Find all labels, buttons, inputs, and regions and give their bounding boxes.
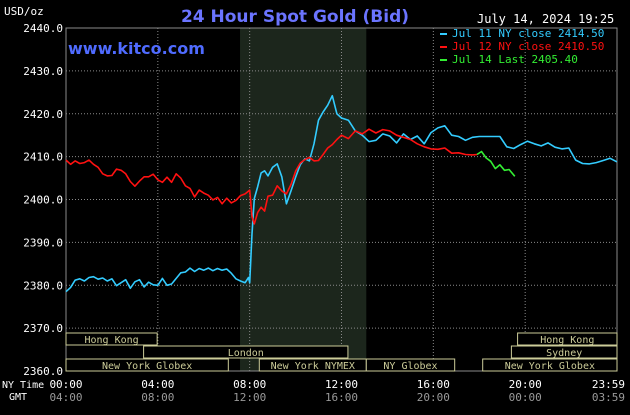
chart-title: 24 Hour Spot Gold (Bid) (181, 7, 409, 27)
x-tick-label-ny: 12:00 (325, 378, 358, 391)
x-tick-label-ny: 00:00 (49, 378, 82, 391)
y-tick-label: 2430.0 (23, 65, 63, 78)
x-tick-label-ny: 20:00 (509, 378, 542, 391)
market-band: Hong Kong (65, 332, 158, 346)
x-tick-label-ny: 08:00 (233, 378, 266, 391)
legend-entry: Jul 12 NY close 2410.50 (452, 40, 604, 53)
x-tick-label-gmt: 08:00 (141, 391, 174, 404)
x-tick-label-gmt: 00:00 (509, 391, 542, 404)
market-band-label: Hong Kong (84, 335, 138, 346)
series-line-2 (65, 128, 478, 225)
market-band-label: NY Globex (383, 361, 437, 372)
market-band: New York Globex (65, 358, 229, 372)
x-tick-label-gmt: 16:00 (325, 391, 358, 404)
y-tick-label: 2410.0 (23, 151, 63, 164)
y-tick-label: 2380.0 (23, 279, 63, 292)
market-band-box (517, 332, 618, 346)
x-tick-label-gmt: 03:59 (592, 391, 625, 404)
y-tick-label: 2370.0 (23, 322, 63, 335)
x-row-label-ny: NY Time (2, 380, 44, 391)
market-band-label: New York NYMEX (271, 361, 355, 372)
market-band: NY Globex (365, 358, 456, 372)
market-band-label: Hong Kong (540, 335, 594, 346)
market-band-box (65, 332, 158, 346)
market-band-box (482, 358, 618, 372)
site-watermark: www.kitco.com (68, 39, 205, 58)
series-line-1 (65, 94, 618, 293)
series-line-3 (476, 150, 516, 177)
y-tick-label: 2420.0 (23, 108, 63, 121)
y-tick-label: 2400.0 (23, 194, 63, 207)
chart-datetime: July 14, 2024 19:25 (477, 12, 614, 26)
market-band-label: New York Globex (505, 361, 595, 372)
market-band-label: New York Globex (102, 361, 192, 372)
x-row-label-gmt: GMT (9, 392, 27, 403)
y-unit-label: USD/oz (4, 5, 44, 18)
x-tick-label-ny: 04:00 (141, 378, 174, 391)
x-tick-label-gmt: 20:00 (417, 391, 450, 404)
market-band: London (143, 345, 349, 359)
market-band: Hong Kong (517, 332, 618, 346)
market-band: Sydney (510, 345, 618, 359)
market-band-box (143, 345, 349, 359)
market-band-box (510, 345, 618, 359)
x-tick-label-ny: 16:00 (417, 378, 450, 391)
market-band-box (65, 358, 229, 372)
market-band-box (365, 358, 456, 372)
y-tick-label: 2390.0 (23, 236, 63, 249)
x-tick-label-gmt: 12:00 (233, 391, 266, 404)
x-tick-label-gmt: 04:00 (49, 391, 82, 404)
market-band: New York NYMEX (258, 358, 367, 372)
market-band-label: Sydney (546, 348, 582, 359)
x-tick-label-ny: 23:59 (592, 378, 625, 391)
y-tick-label: 2360.0 (23, 365, 63, 378)
legend-entry: Jul 11 NY close 2414.50 (452, 27, 604, 40)
market-band: New York Globex (482, 358, 618, 372)
legend-entry: Jul 14 Last 2405.40 (452, 53, 578, 66)
y-tick-label: 2440.0 (23, 22, 63, 35)
market-band-label: London (228, 348, 264, 359)
